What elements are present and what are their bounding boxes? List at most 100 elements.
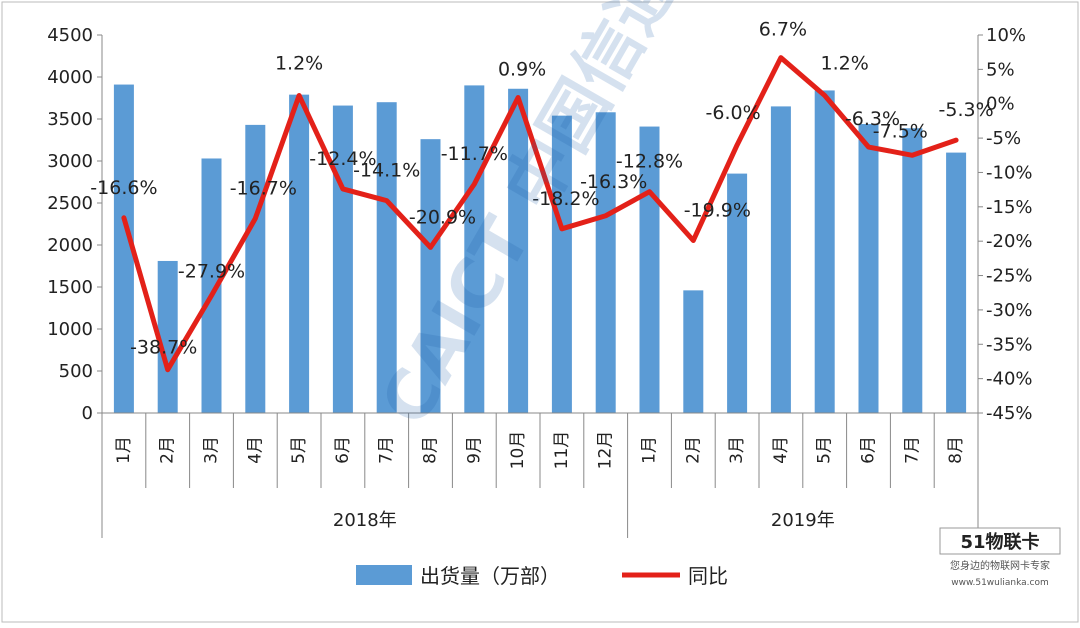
category-label: 6月 [859,436,879,464]
bar [420,139,441,413]
bar [902,128,923,414]
yoy-point [954,138,958,142]
legend-label-shipments: 出货量（万部） [420,564,560,588]
right-tick-label: -35% [986,334,1033,355]
category-label: 6月 [333,436,353,464]
yoy-point [472,182,476,186]
bar [814,90,835,413]
category-label: 2月 [158,436,178,464]
group-label: 2018年 [333,510,397,531]
category-label: 3月 [727,436,747,464]
bar [289,94,310,413]
data-label: -11.7% [441,143,508,165]
yoy-point [341,187,345,191]
category-label: 8月 [946,436,966,464]
left-tick-label: 1000 [47,319,93,340]
bar [770,106,791,414]
data-labels-layer: -16.6% -38.7% -27.9% -16.7% 1.2% -12.4%-14.1%… [90,19,993,359]
legend: 出货量（万部） 同比 [356,564,728,588]
data-label: -16.3% [580,171,647,193]
right-tick-label: 0% [986,94,1015,115]
data-label: -18.2% [532,188,599,210]
left-tick-label: 4000 [47,67,93,88]
right-tick-label: 10% [986,25,1026,46]
yoy-point [604,214,608,218]
bar [595,112,616,413]
right-tick-label: -40% [986,369,1033,390]
category-label: 1月 [114,436,134,464]
group-label: 2019年 [771,510,835,531]
category-label: 1月 [640,436,660,464]
brand-logo-tagline: 您身边的物联网卡专家 [950,559,1050,572]
yoy-point [210,293,213,297]
data-label: -6.3% [845,108,900,130]
data-label: -20.9% [409,206,476,228]
data-label: -38.7% [130,337,197,359]
data-label: -12.8% [616,151,683,173]
yoy-point [253,217,257,221]
bar [858,124,879,413]
yoy-point [166,368,170,372]
left-tick-label: 2500 [47,193,93,214]
yoy-point [823,93,827,97]
yoy-point [735,143,739,147]
yoy-point [122,216,126,220]
yoy-point [867,145,870,149]
data-label: 0.9% [498,59,546,81]
bar [551,115,572,413]
data-label: -16.7% [230,178,297,200]
right-tick-label: -30% [986,300,1033,321]
bar [946,152,967,413]
bar [245,124,266,413]
yoy-point [691,238,695,242]
category-label: 9月 [464,436,484,464]
left-tick-label: 4500 [47,25,93,46]
brand-logo: 51物联卡 您身边的物联网卡专家 www.51wulianka.com [939,527,1061,588]
data-label: 1.2% [821,52,869,74]
category-label: 3月 [202,436,222,464]
category-label: 11月 [552,431,572,470]
brand-logo-text: 51物联卡 [960,531,1039,553]
category-label: 8月 [421,436,441,464]
data-label: 1.2% [275,52,323,74]
yoy-point [648,190,651,194]
bar [376,102,397,413]
data-label: -19.9% [684,199,751,221]
bar [464,85,485,414]
data-label: -16.6% [90,177,157,199]
bar [727,173,748,413]
right-tick-label: -45% [986,403,1033,424]
yoy-point [560,227,564,231]
left-tick-label: 500 [59,361,93,382]
right-tick-label: -15% [986,197,1033,218]
legend-swatch-shipments [356,565,412,585]
right-tick-label: 5% [986,59,1015,80]
category-label: 10月 [508,431,528,470]
data-label: -5.3% [939,99,994,121]
left-tick-label: 3500 [47,109,93,130]
bar [113,84,134,413]
yoy-point [429,245,432,249]
data-label: -6.0% [706,102,761,124]
bar [157,260,178,413]
left-tick-label: 3000 [47,151,93,172]
category-label: 4月 [771,436,791,464]
bar [683,290,704,413]
brand-logo-url: www.51wulianka.com [951,578,1049,588]
left-tick-label: 1500 [47,277,93,298]
line-layer [121,55,959,373]
bar [201,158,222,413]
yoy-point [297,93,301,97]
legend-label-yoy: 同比 [688,564,728,588]
right-tick-label: -25% [986,266,1033,287]
yoy-point [779,56,783,60]
category-label: 5月 [815,436,835,464]
data-label: -7.5% [873,120,928,142]
right-tick-label: -20% [986,231,1033,252]
right-tick-label: -5% [986,128,1021,149]
brand-logo-box [939,527,1061,555]
category-label: 7月 [377,436,397,464]
